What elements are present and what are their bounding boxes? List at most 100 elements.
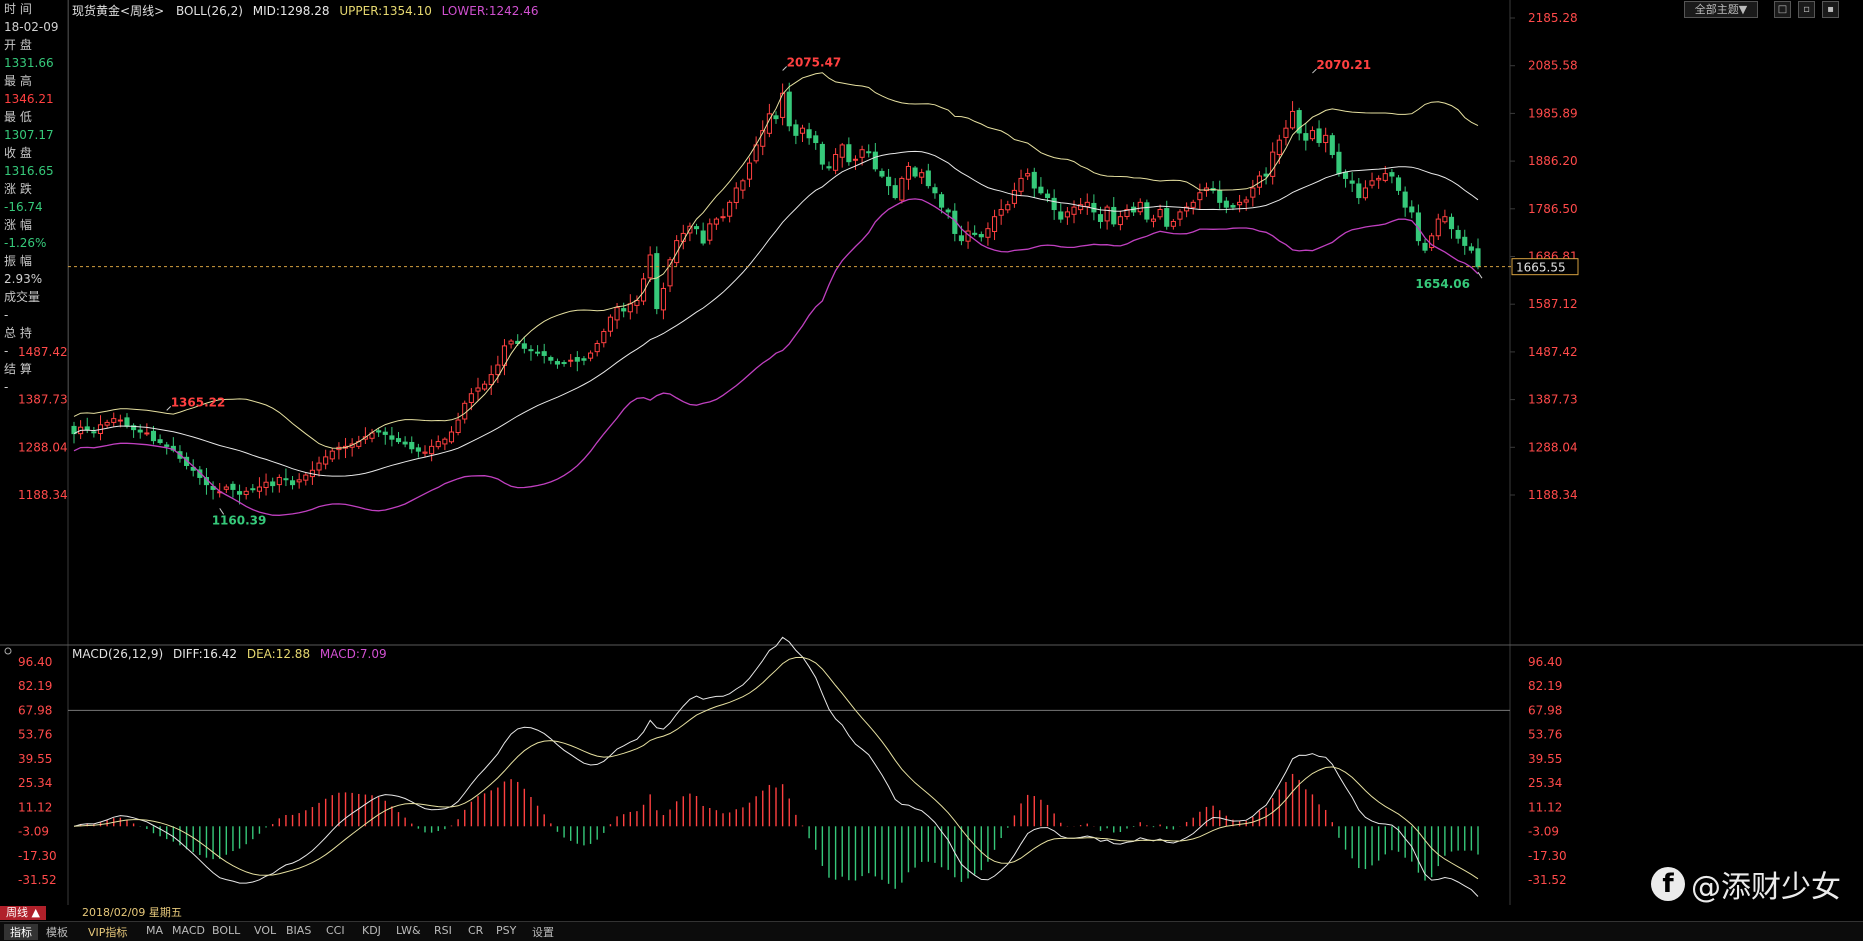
sidebar-label: 最 高 xyxy=(4,74,32,88)
tab-item[interactable]: MA xyxy=(146,924,164,937)
tab-indicator[interactable]: 指标 xyxy=(4,924,38,940)
price-axis-tick: 2085.58 xyxy=(1528,59,1578,73)
price-axis-tick: 1188.34 xyxy=(1528,488,1578,502)
candle-body xyxy=(548,357,554,361)
tab-item[interactable]: KDJ xyxy=(362,924,381,937)
candle-body xyxy=(614,307,620,321)
tab-item[interactable]: VOL xyxy=(254,924,277,937)
minimize-panel-button[interactable]: ▫ xyxy=(1798,1,1815,18)
candle-body xyxy=(621,308,627,312)
candle-body xyxy=(588,352,594,359)
candle-body xyxy=(700,230,706,244)
candle-body xyxy=(1389,172,1395,177)
candle-body xyxy=(1303,133,1309,141)
candle-body xyxy=(1124,209,1130,217)
candle-body xyxy=(693,226,700,230)
sidebar-value: 1331.66 xyxy=(4,56,54,70)
tab-item[interactable]: 设置 xyxy=(532,926,554,939)
candle-body xyxy=(1230,204,1236,208)
candle-body xyxy=(945,209,951,213)
candle-body xyxy=(111,418,117,423)
candle-body xyxy=(1356,183,1362,199)
candle-body xyxy=(1237,201,1243,206)
boll-name: BOLL(26,2) xyxy=(175,4,243,18)
candle-body xyxy=(793,124,799,136)
candle-body xyxy=(455,419,461,434)
candle-body xyxy=(958,235,964,242)
cursor-date-tag: 2018/02/09 星期五 xyxy=(82,906,182,919)
current-price-label: 1665.55 xyxy=(1516,261,1566,275)
price-axis-tick: 1487.42 xyxy=(1528,345,1578,359)
macd-left-tick: 53.76 xyxy=(18,728,52,742)
candle-body xyxy=(727,201,733,217)
price-axis-tick: 1387.73 xyxy=(1528,393,1578,407)
candle-body xyxy=(912,167,918,177)
macd-dea-line xyxy=(73,656,1479,880)
tab-item[interactable]: RSI xyxy=(434,924,452,937)
extreme-label: 2070.21 xyxy=(1316,58,1371,72)
candle-body xyxy=(1064,211,1070,218)
candle-body xyxy=(1376,177,1382,181)
candle-body xyxy=(1018,177,1024,192)
tab-item[interactable]: PSY xyxy=(496,924,517,937)
panel-toggle-icon xyxy=(4,647,12,655)
tab-item[interactable]: VIP指标 xyxy=(88,926,128,939)
candle-body xyxy=(660,287,666,311)
candle-body xyxy=(667,259,673,287)
boll-indicator-header: 现货黄金<周线> BOLL(26,2) MID:1298.28 UPPER:13… xyxy=(72,2,544,19)
sidebar-label: 收 盘 xyxy=(4,146,32,160)
candle-body xyxy=(1044,193,1051,199)
sidebar-value: 1346.21 xyxy=(4,92,54,106)
candle-body xyxy=(640,278,647,302)
candle-body xyxy=(1336,151,1342,175)
tab-item[interactable]: BOLL xyxy=(212,924,241,937)
tab-item[interactable]: MACD xyxy=(172,924,205,937)
theme-dropdown-button[interactable]: 全部主题▼ xyxy=(1684,1,1758,18)
macd-left-tick: 67.98 xyxy=(18,703,52,717)
candle-body xyxy=(1117,216,1123,226)
tab-item[interactable]: BIAS xyxy=(286,924,312,937)
candle-body xyxy=(429,445,435,455)
candle-body xyxy=(806,129,812,139)
candle-body xyxy=(1323,134,1329,144)
tab-item[interactable]: LW& xyxy=(396,924,421,937)
candle-body xyxy=(422,451,428,454)
boll-upper-line xyxy=(73,72,1479,449)
candle-body xyxy=(833,153,839,171)
candle-body xyxy=(1203,187,1210,192)
macd-axis-tick: 82.19 xyxy=(1528,679,1562,693)
candle-body xyxy=(972,232,978,235)
candle-body xyxy=(1309,130,1315,140)
macd-diff: DIFF:16.42 xyxy=(172,647,238,661)
candle-body xyxy=(1369,180,1375,186)
extreme-pointer xyxy=(1312,68,1317,74)
candle-body xyxy=(1448,216,1455,230)
tab-item[interactable]: 模板 xyxy=(46,926,68,939)
candle-body xyxy=(435,441,441,448)
candle-body xyxy=(1349,180,1355,184)
price-axis-tick: 1288.04 xyxy=(1528,440,1578,454)
candle-body xyxy=(1422,242,1428,251)
candle-body xyxy=(415,447,421,452)
candle-body xyxy=(932,187,938,194)
sidebar-value: - xyxy=(4,344,9,358)
period-tag[interactable]: 周线 ▲ xyxy=(0,906,46,920)
candle-body xyxy=(475,387,481,392)
maximize-panel-button[interactable]: ▪ xyxy=(1822,1,1839,18)
left-price-tick: 1188.34 xyxy=(18,488,68,502)
candle-body xyxy=(733,187,739,204)
tab-item[interactable]: CR xyxy=(468,924,484,937)
candle-body xyxy=(1455,229,1461,239)
restore-window-button[interactable]: □ xyxy=(1774,1,1791,18)
candle-body xyxy=(713,218,719,225)
tab-item[interactable]: CCI xyxy=(326,924,345,937)
candle-body xyxy=(1429,235,1435,249)
macd-axis-tick: 11.12 xyxy=(1528,800,1562,814)
candle-body xyxy=(1283,127,1289,138)
candle-body xyxy=(1078,204,1084,211)
candle-body xyxy=(1157,209,1163,218)
price-chart[interactable]: 2185.282085.581985.891886.201786.501686.… xyxy=(0,0,1863,905)
candle-body xyxy=(1111,206,1117,225)
candle-body xyxy=(886,176,892,187)
symbol-name: 现货黄金 xyxy=(72,4,121,18)
